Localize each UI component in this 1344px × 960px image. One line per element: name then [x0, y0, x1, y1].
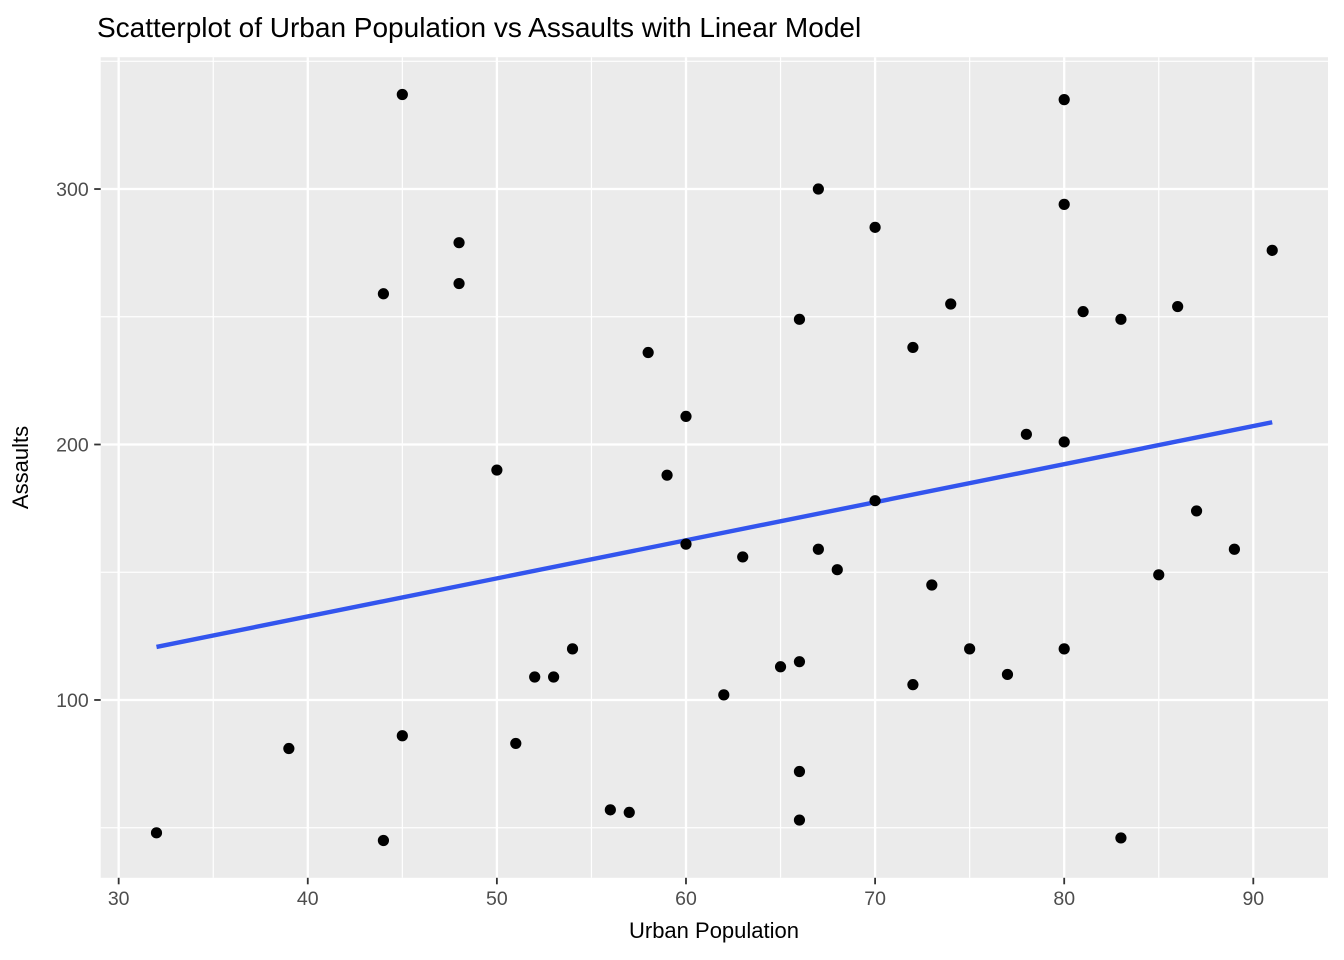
data-point: [793, 656, 806, 668]
x-tick-label: 90: [1242, 888, 1264, 910]
x-tick-label: 30: [108, 888, 130, 910]
y-tick-label: 300: [56, 179, 89, 201]
data-point: [680, 410, 692, 423]
x-tick-label: 50: [486, 888, 508, 910]
data-point: [1115, 832, 1127, 844]
data-point: [604, 804, 616, 816]
data-point: [1058, 436, 1070, 448]
y-tick-label: 200: [56, 435, 89, 457]
data-point: [1153, 569, 1165, 581]
data-point: [793, 814, 806, 826]
data-point: [1190, 505, 1203, 517]
data-point: [812, 543, 824, 555]
data-point: [1020, 428, 1032, 440]
chart-title: Scatterplot of Urban Population vs Assau…: [97, 12, 861, 43]
data-point: [453, 237, 465, 249]
data-point: [1172, 300, 1184, 313]
data-point: [510, 737, 522, 750]
plot-panel: [100, 57, 1329, 878]
data-point: [377, 834, 390, 847]
data-point: [661, 469, 673, 481]
data-point: [548, 671, 560, 683]
data-point: [396, 88, 408, 101]
data-point: [1058, 198, 1070, 210]
data-point: [718, 689, 730, 701]
data-point: [869, 221, 881, 233]
data-point: [680, 538, 692, 550]
data-point: [907, 679, 919, 691]
x-tick-label: 70: [864, 888, 886, 910]
data-point: [566, 643, 579, 655]
data-point: [623, 806, 635, 818]
data-point: [529, 671, 541, 683]
data-point: [964, 643, 976, 655]
data-point: [926, 579, 938, 591]
x-tick-label: 40: [297, 888, 319, 910]
data-point: [377, 288, 390, 300]
data-point: [642, 346, 654, 359]
data-point: [396, 730, 408, 742]
data-point: [793, 313, 806, 325]
data-point: [1058, 643, 1070, 655]
data-layer: [150, 88, 1278, 847]
data-point: [491, 464, 503, 476]
data-point: [869, 495, 881, 507]
data-point: [1001, 668, 1014, 681]
data-point: [1115, 313, 1127, 325]
x-axis-title: Urban Population: [629, 918, 799, 943]
data-point: [831, 564, 843, 576]
data-point: [1228, 543, 1240, 555]
data-point: [283, 742, 295, 755]
data-point: [945, 298, 957, 310]
y-tick-label: 100: [56, 690, 89, 712]
axis-layer: 30 40 50 60 70 80 90 100 200 300: [56, 179, 1264, 910]
data-point: [1058, 94, 1070, 106]
x-tick-label: 80: [1053, 888, 1075, 910]
data-point: [453, 277, 465, 290]
data-point: [793, 765, 806, 778]
data-point: [907, 341, 919, 354]
trend-line: [156, 420, 1273, 650]
y-axis-title: Assaults: [8, 426, 33, 509]
panel-layer: [100, 57, 1329, 878]
data-point: [774, 661, 787, 673]
data-point: [737, 551, 749, 563]
data-point: [812, 183, 824, 195]
data-point: [1266, 244, 1278, 256]
x-tick-label: 60: [675, 888, 697, 910]
data-point: [1077, 306, 1089, 318]
data-point: [150, 827, 163, 839]
